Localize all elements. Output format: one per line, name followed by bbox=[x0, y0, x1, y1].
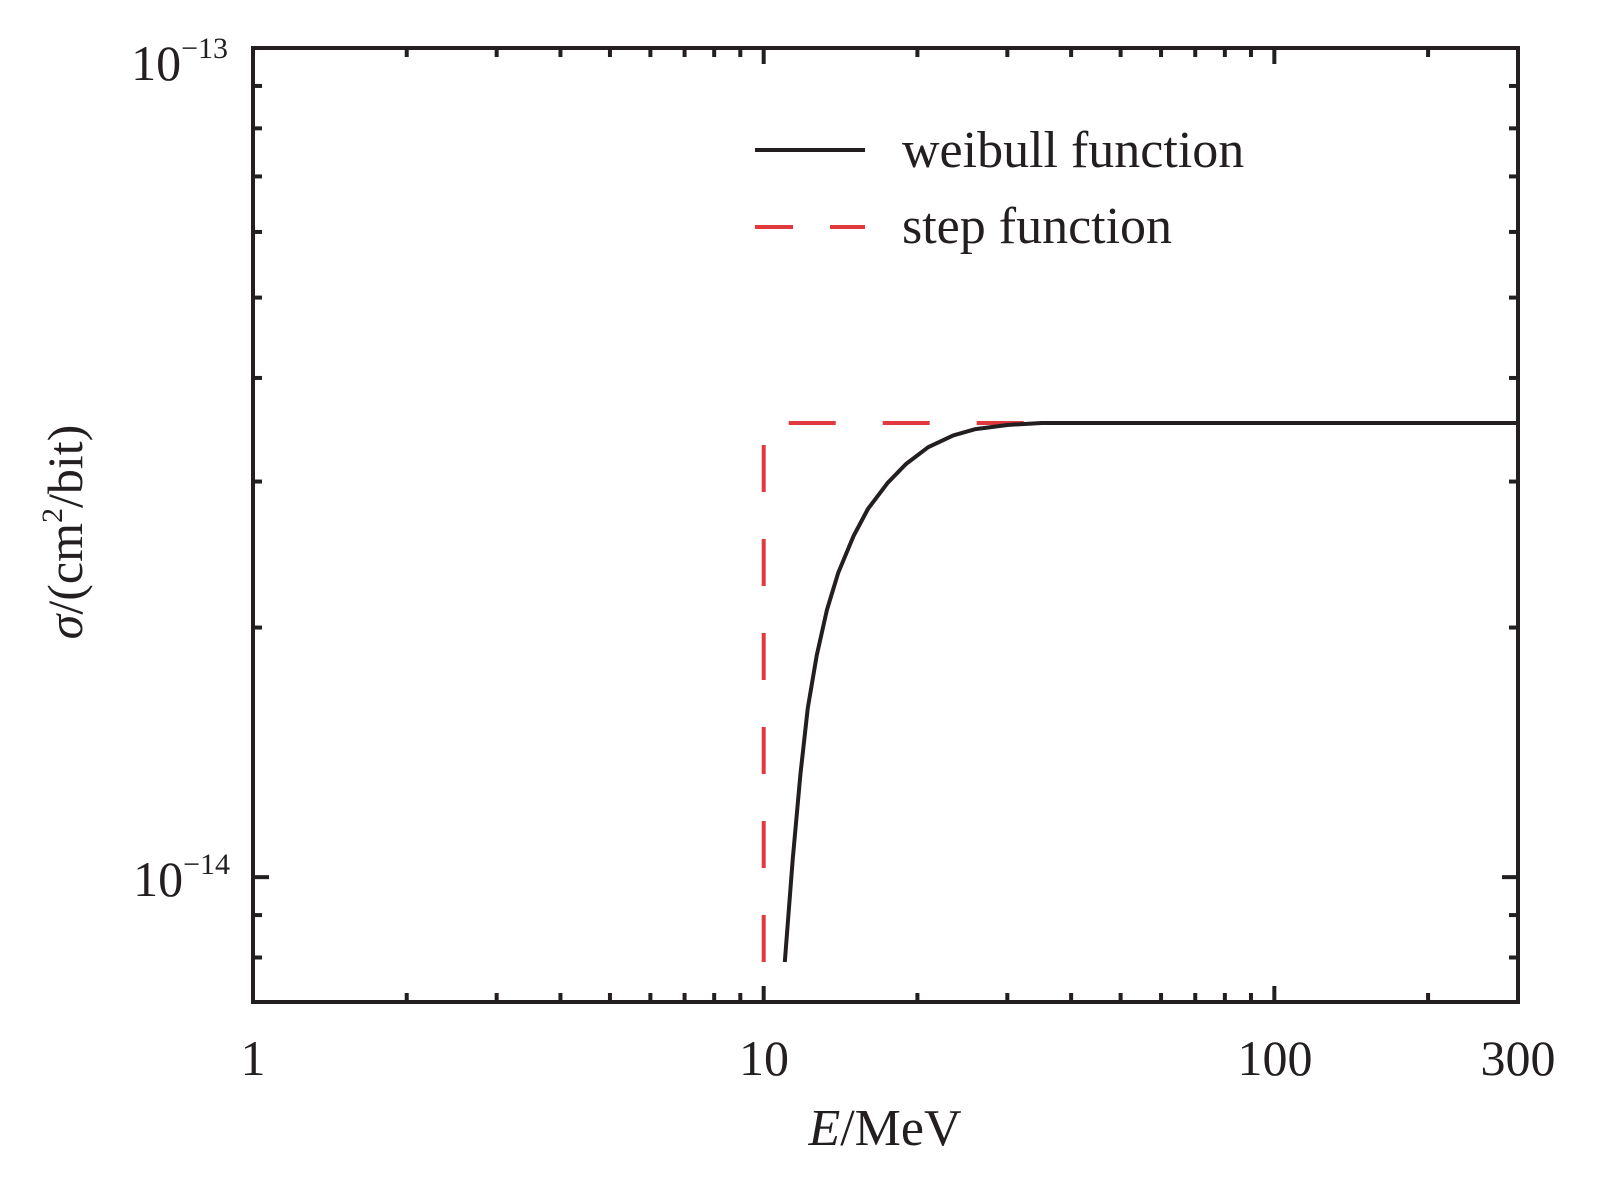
legend: weibull function step function bbox=[755, 122, 1244, 255]
y-axis-label: σ/(cm2/bit) bbox=[36, 425, 93, 640]
series-layer bbox=[761, 421, 1518, 963]
y-tick-label-1e-14: 10−14 bbox=[133, 848, 230, 907]
axis-ticks bbox=[253, 48, 1520, 1002]
x-axis-label: E/MeV bbox=[807, 1100, 961, 1157]
legend-label-step: step function bbox=[902, 198, 1172, 255]
series-line-step-function bbox=[761, 421, 1518, 962]
y-tick-label-1e-13: 10−13 bbox=[131, 32, 228, 91]
series-line-weibull-function bbox=[782, 421, 1518, 963]
x-tick-label-10: 10 bbox=[739, 1030, 789, 1086]
plot-frame bbox=[251, 46, 1520, 1004]
x-tick-label-1: 1 bbox=[241, 1030, 266, 1086]
x-tick-label-100: 100 bbox=[1238, 1030, 1313, 1086]
legend-label-weibull: weibull function bbox=[902, 122, 1244, 179]
x-tick-label-300: 300 bbox=[1481, 1030, 1556, 1086]
